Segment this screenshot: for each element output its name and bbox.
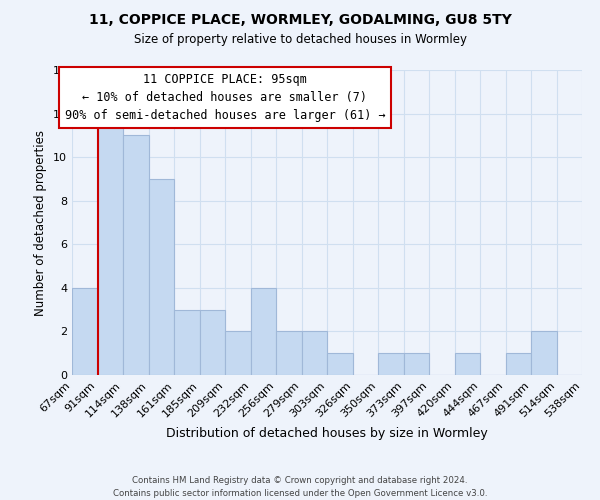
Bar <box>123 136 149 375</box>
Text: 11 COPPICE PLACE: 95sqm
← 10% of detached houses are smaller (7)
90% of semi-det: 11 COPPICE PLACE: 95sqm ← 10% of detache… <box>65 73 385 122</box>
Bar <box>531 332 557 375</box>
Bar <box>174 310 199 375</box>
Bar <box>149 179 174 375</box>
Text: Size of property relative to detached houses in Wormley: Size of property relative to detached ho… <box>133 32 467 46</box>
Bar <box>251 288 276 375</box>
Bar <box>505 353 531 375</box>
Y-axis label: Number of detached properties: Number of detached properties <box>34 130 47 316</box>
Text: 11, COPPICE PLACE, WORMLEY, GODALMING, GU8 5TY: 11, COPPICE PLACE, WORMLEY, GODALMING, G… <box>89 12 511 26</box>
Bar <box>378 353 404 375</box>
Bar <box>97 114 123 375</box>
Bar <box>72 288 97 375</box>
Bar <box>225 332 251 375</box>
Bar <box>455 353 480 375</box>
Bar <box>327 353 353 375</box>
Bar <box>404 353 429 375</box>
Bar <box>302 332 327 375</box>
Bar <box>276 332 302 375</box>
X-axis label: Distribution of detached houses by size in Wormley: Distribution of detached houses by size … <box>166 427 488 440</box>
Text: Contains HM Land Registry data © Crown copyright and database right 2024.
Contai: Contains HM Land Registry data © Crown c… <box>113 476 487 498</box>
Bar <box>199 310 225 375</box>
